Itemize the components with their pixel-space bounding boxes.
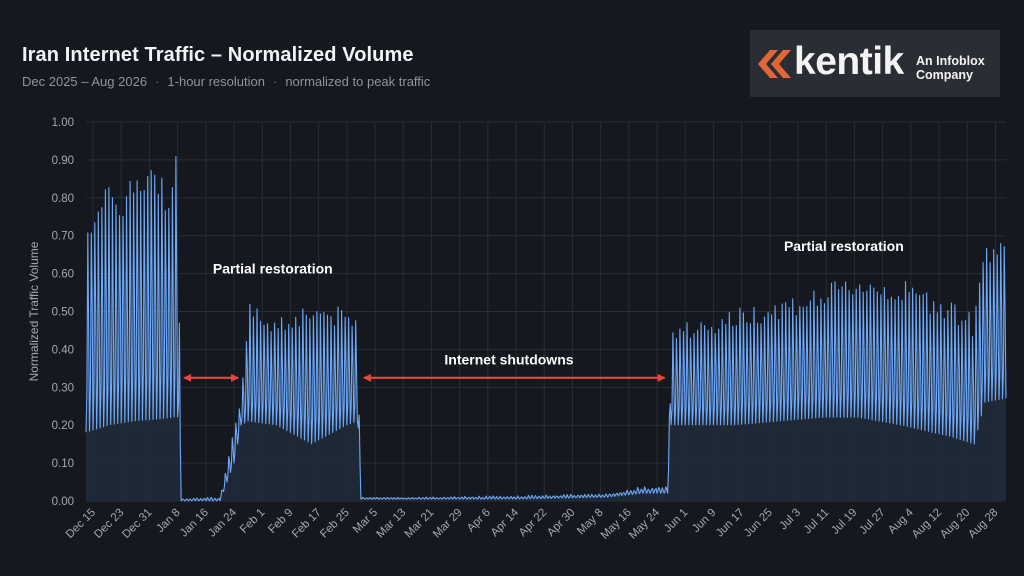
x-tick-label: Jul 27 [858,507,888,537]
logo-tagline: An Infoblox Company [916,54,985,82]
series-line [85,156,1007,502]
x-tick-label: Jun 17 [714,507,747,540]
logo-wordmark: kentik [794,40,904,83]
logo-tagline-line2: Company [916,68,973,82]
chart-annotations: Partial restoration Internet shutdowns Par… [183,238,904,382]
x-tick-label: Jan 24 [206,506,239,539]
subtitle-normalization: normalized to peak traffic [285,74,431,89]
series-area-fill [86,156,1006,501]
x-tick-label: Apr 30 [545,507,577,539]
x-tick-label: Feb 25 [318,507,352,541]
annotation-label: Internet shutdowns [444,352,573,368]
x-tick-label: Jul 11 [802,507,832,537]
x-tick-label: Jun 1 [662,507,690,535]
kentik-chevrons-icon [758,50,791,78]
x-tick-label: Aug 28 [966,507,1000,541]
x-tick-label: May 24 [627,506,663,542]
subtitle-separator: · [272,74,278,89]
y-tick-label: 0.50 [52,307,74,319]
x-tick-label: Dec 31 [120,507,154,541]
y-axis-label: Normalized Traffic Volume [27,241,41,381]
y-tick-label: 0.80 [52,193,74,205]
x-tick-label: Aug 12 [910,507,944,541]
subtitle-resolution: 1-hour resolution [167,74,265,89]
x-tick-label: Jan 16 [178,507,211,540]
y-tick-label: 0.70 [52,231,74,243]
subtitle-separator: · [155,74,160,89]
x-tick-label: Feb 17 [290,507,324,541]
y-tick-label: 0.20 [52,420,74,432]
x-tick-label: Jul 19 [829,507,859,537]
logo-tagline-line1: An Infoblox [916,54,985,68]
x-tick-label: Apr 14 [489,506,522,539]
x-tick-label: Dec 15 [64,507,98,541]
y-tick-label: 1.00 [52,117,74,129]
page-title: Iran Internet Traffic – Normalized Volum… [22,44,414,66]
subtitle-range: Dec 2025 – Aug 2026 [22,74,148,89]
x-tick-label: Mar 29 [431,507,465,541]
y-tick-label: 0.40 [52,344,74,356]
y-tick-label: 0.30 [52,382,74,394]
kentik-logo: kentik An Infoblox Company [750,30,1000,97]
x-tick-label: May 16 [599,507,634,542]
annotation-label: Partial restoration [784,238,904,254]
y-tick-label: 0.00 [52,496,74,508]
x-tick-label: Jul 3 [777,507,803,533]
y-tick-label: 0.90 [52,155,74,167]
x-tick-label: Aug 20 [938,507,972,541]
chart-plot-area [85,156,1007,502]
x-tick-label: Jun 25 [742,507,775,540]
y-tick-label: 0.10 [52,458,74,470]
page-subtitle: Dec 2025 – Aug 2026 · 1-hour resolution · no… [22,74,430,89]
x-tick-label: Feb 1 [238,507,267,536]
annotation-label: Partial restoration [213,261,333,277]
y-tick-label: 0.60 [52,269,74,281]
x-tick-label: Mar 13 [375,507,409,541]
x-tick-label: Apr 22 [517,507,549,539]
x-tick-label: Dec 23 [92,507,126,541]
x-tick-label: Mar 21 [403,507,437,541]
y-axis-ticks: 0.00 0.10 0.20 0.30 0.40 0.50 0.60 0.70 0.80 0.90… [52,117,74,508]
